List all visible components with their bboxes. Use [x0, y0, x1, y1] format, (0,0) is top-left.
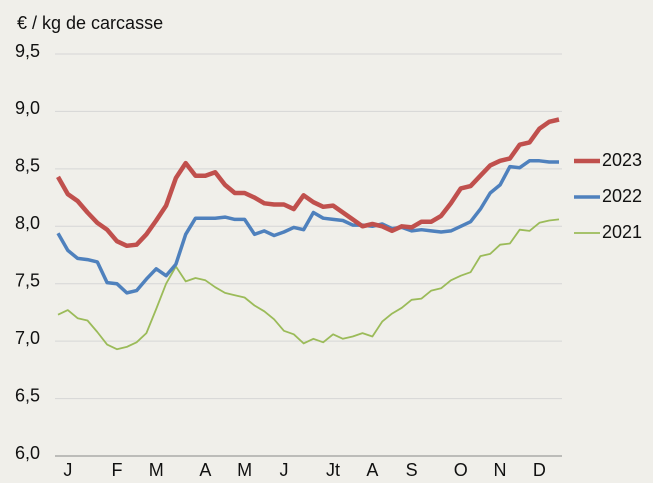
x-tick-label: S	[406, 460, 418, 480]
y-tick-label: 9,0	[15, 98, 40, 118]
legend-label: 2022	[602, 186, 642, 206]
y-tick-label: 6,5	[15, 385, 40, 405]
series-line	[57, 218, 560, 351]
y-tick-label: 6,0	[15, 443, 40, 463]
x-tick-label: M	[149, 460, 164, 480]
x-tick-label: M	[237, 460, 252, 480]
x-tick-label: A	[199, 460, 211, 480]
x-tick-label: A	[366, 460, 378, 480]
x-tick-label: N	[494, 460, 507, 480]
x-tick-label: D	[533, 460, 546, 480]
series-line	[56, 159, 559, 295]
y-tick-label: 8,0	[15, 213, 40, 233]
y-tick-label: 9,5	[15, 41, 40, 61]
x-tick-label: O	[454, 460, 468, 480]
x-tick-label: J	[279, 460, 288, 480]
y-tick-label: 7,5	[15, 270, 40, 290]
x-tick-label: Jt	[326, 460, 340, 480]
x-tick-label: J	[63, 460, 72, 480]
legend-label: 2023	[602, 150, 642, 170]
x-tick-label: F	[111, 460, 122, 480]
y-tick-label: 8,5	[15, 156, 40, 176]
legend-label: 2021	[602, 222, 642, 242]
y-tick-label: 7,0	[15, 328, 40, 348]
series-line	[56, 117, 560, 249]
y-axis-label: € / kg de carcasse	[17, 13, 163, 33]
